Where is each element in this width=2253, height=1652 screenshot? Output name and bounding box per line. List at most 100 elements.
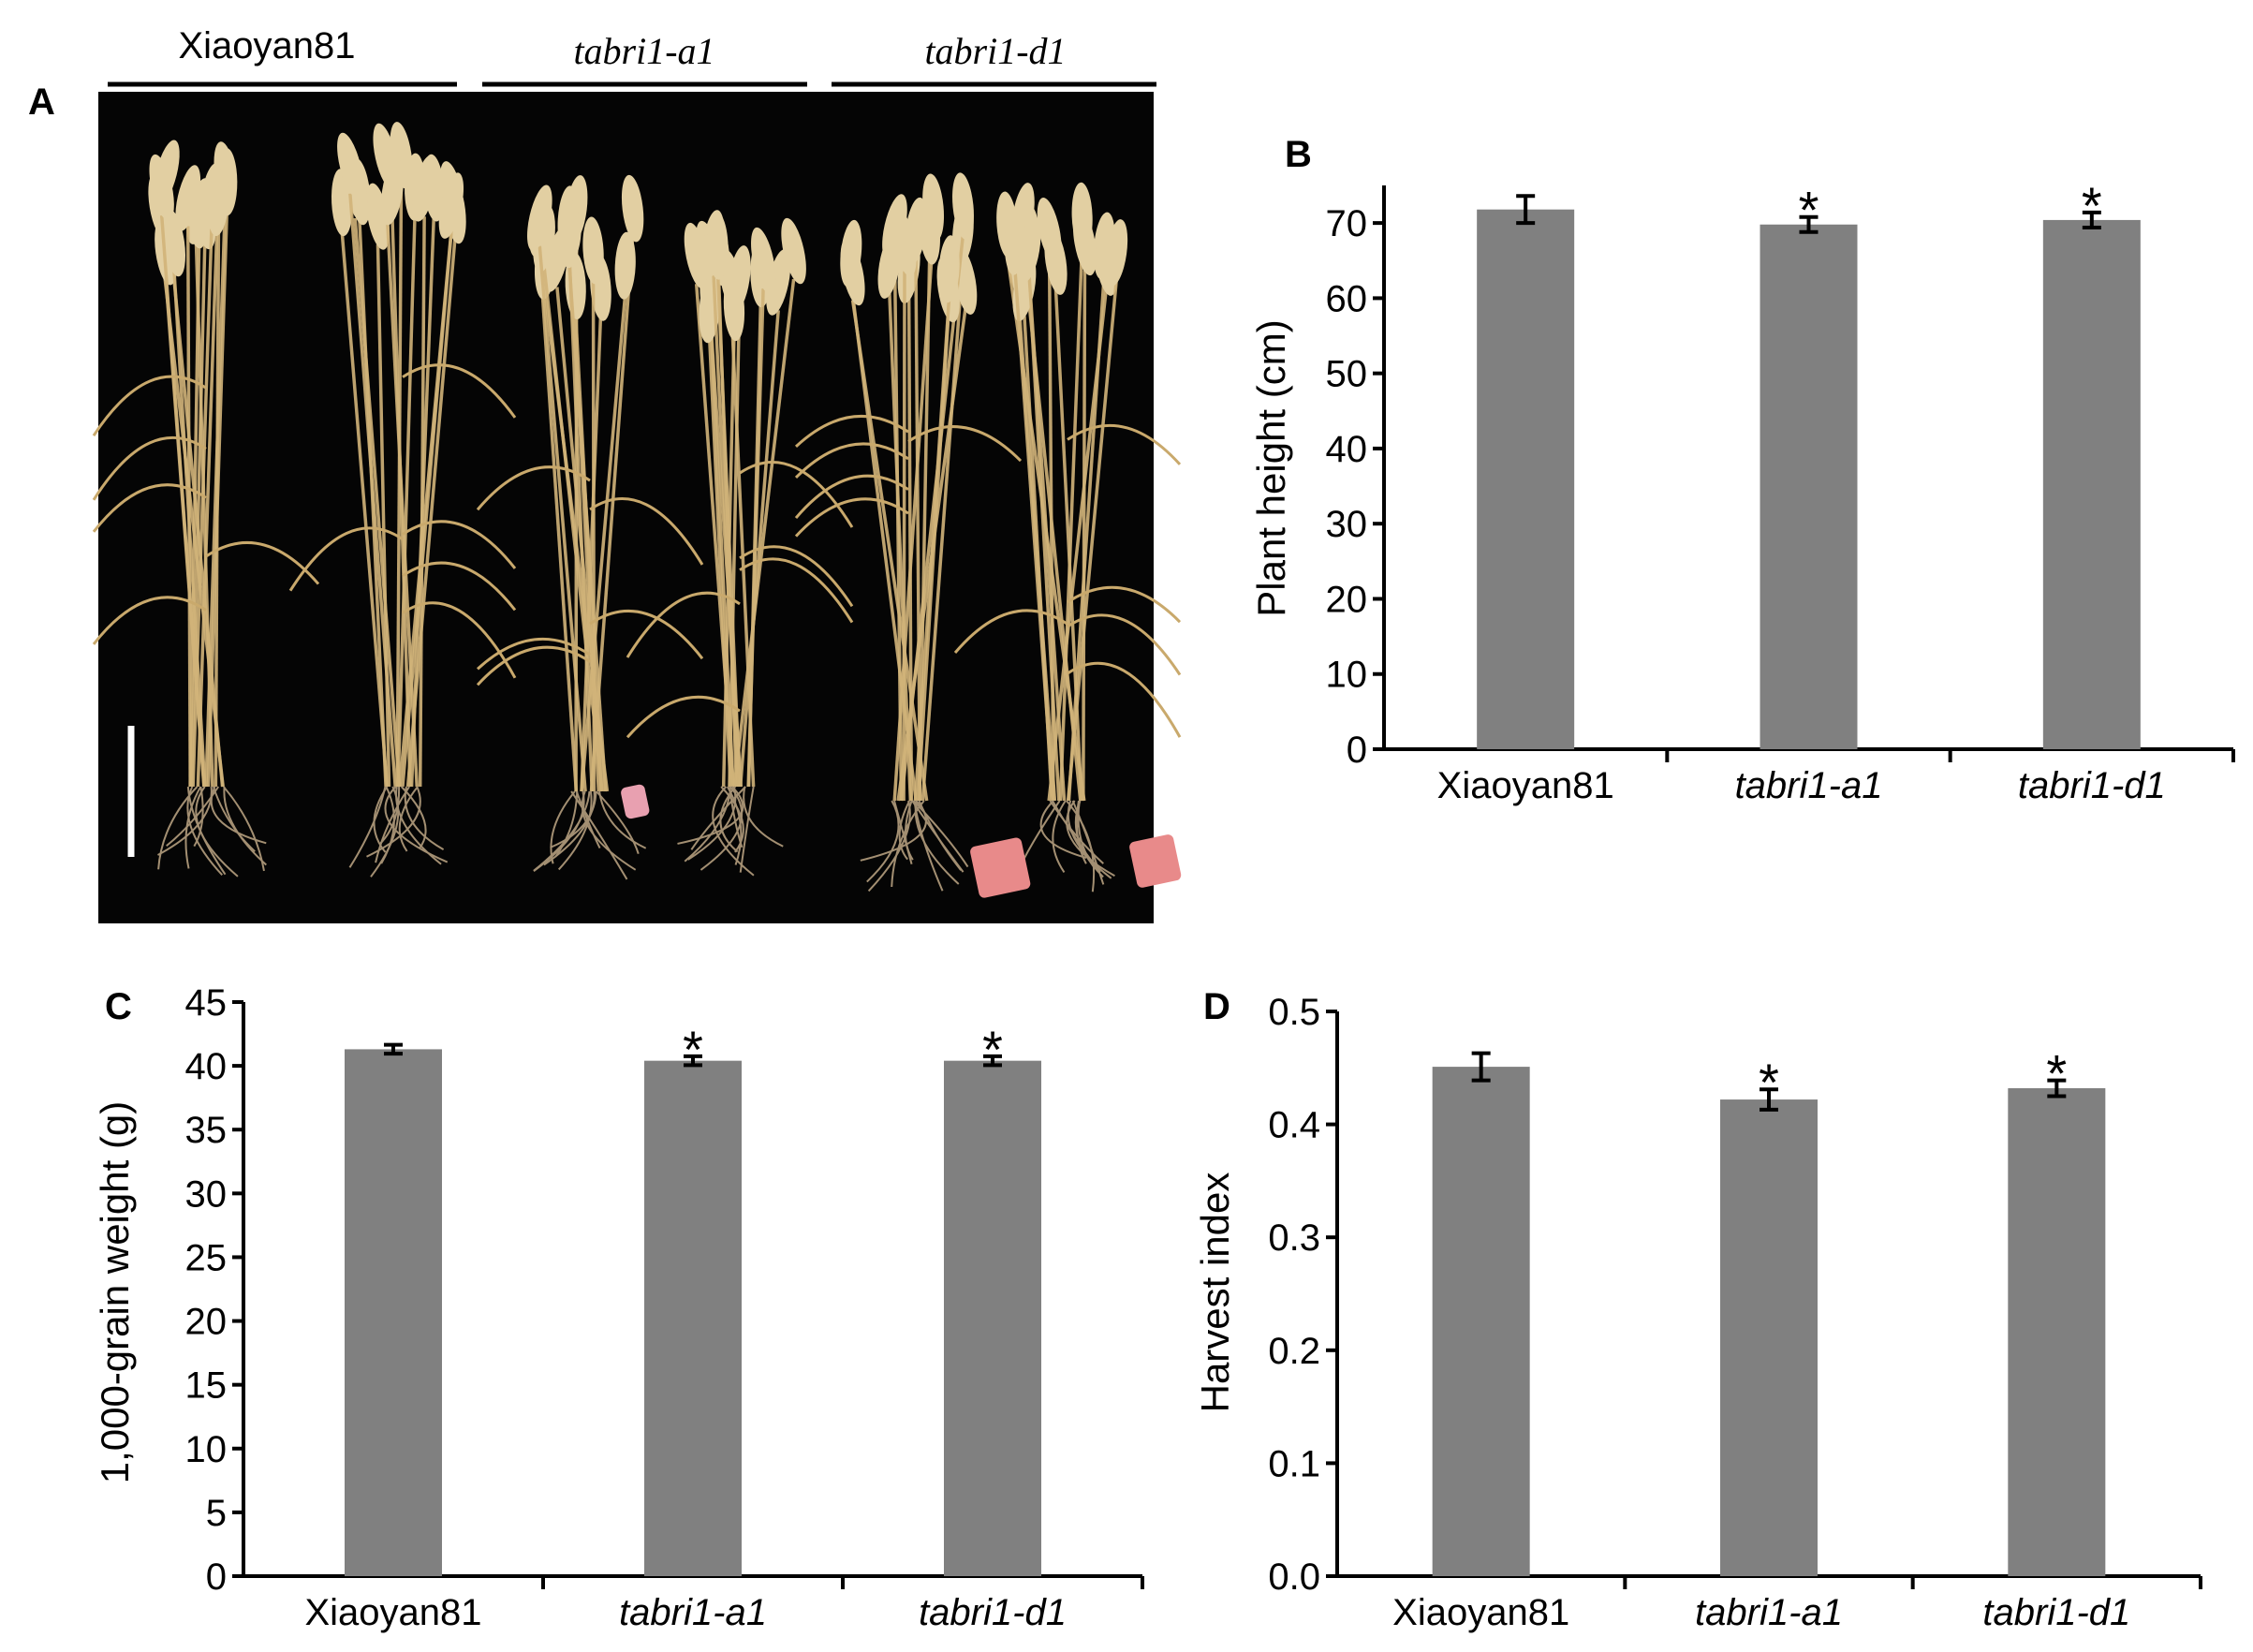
wheat-spike	[1017, 215, 1041, 283]
root	[720, 786, 744, 853]
root	[712, 786, 755, 877]
y-tick-label: 45	[185, 982, 228, 1024]
leaf	[907, 425, 1023, 463]
root	[186, 786, 227, 876]
root	[543, 790, 596, 866]
genotype-label-tabri1-a1: tabri1-a1	[573, 30, 714, 72]
significance-star: *	[1759, 1053, 1779, 1112]
category-label: tabri1-d1	[919, 1592, 1067, 1633]
y-tick-label: 20	[1326, 579, 1368, 620]
wheat-spike	[781, 217, 806, 285]
y-tick-label: 0.1	[1268, 1443, 1320, 1484]
wheat-spike	[952, 172, 974, 241]
plant-bundle	[288, 122, 517, 878]
plant-tag	[621, 784, 650, 819]
significance-star: *	[2046, 1044, 2067, 1103]
leaf	[92, 596, 207, 645]
plant-bundle	[953, 182, 1182, 892]
root	[193, 786, 204, 848]
wheat-spike	[766, 249, 791, 316]
stem	[902, 271, 906, 802]
bar	[2008, 1088, 2106, 1576]
panel-b: B 0 10 20 30 40 50 60 70 Xiaoyan81 * tabri1-a1 * tab…	[1249, 134, 2235, 806]
stem	[1013, 269, 1055, 802]
leaf	[739, 557, 854, 624]
category-label: tabri1-a1	[1695, 1592, 1843, 1633]
bar	[1432, 1067, 1530, 1576]
panel-a: A Xiaoyan81 tabri1-a1 tabri1-d1	[28, 25, 1182, 923]
category-label: tabri1-d1	[2018, 765, 2166, 806]
root	[1066, 800, 1115, 878]
leaf	[402, 601, 517, 679]
bar	[1477, 209, 1575, 750]
leaf	[1067, 423, 1182, 465]
category-label: tabri1-a1	[1735, 765, 1883, 806]
leaf	[589, 497, 704, 566]
y-tick-label: 0.0	[1268, 1556, 1320, 1598]
root	[404, 786, 445, 851]
y-tick-label: 0.2	[1268, 1331, 1320, 1372]
y-tick-label: 0	[1347, 730, 1367, 771]
leaf	[794, 442, 909, 479]
leaf	[92, 375, 207, 436]
y-tick-label: 60	[1326, 278, 1368, 319]
y-tick-label: 30	[185, 1173, 228, 1215]
leaf	[739, 460, 854, 528]
wheat-spike	[175, 165, 201, 231]
significance-star: *	[683, 1020, 703, 1079]
y-tick-label: 20	[185, 1302, 228, 1343]
leaf	[92, 483, 207, 533]
root	[1049, 800, 1104, 864]
panel-letter-b: B	[1285, 134, 1312, 175]
plant-bundles	[92, 122, 1182, 898]
stem	[189, 243, 207, 788]
bar	[944, 1060, 1041, 1576]
wheat-spike	[621, 174, 644, 243]
leaf	[626, 591, 741, 658]
stem	[913, 297, 951, 802]
root	[223, 786, 267, 866]
root	[395, 786, 442, 865]
panel-letter-a: A	[28, 81, 55, 123]
root	[1052, 800, 1067, 873]
stem	[159, 215, 206, 788]
y-tick-label: 5	[206, 1493, 227, 1534]
genotype-label-xiaoyan81: Xiaoyan81	[178, 25, 355, 66]
wheat-spike	[938, 235, 960, 303]
root	[157, 786, 199, 870]
wheat-spike	[582, 216, 604, 285]
root	[557, 790, 593, 871]
root	[743, 786, 784, 848]
significance-star: *	[982, 1020, 1003, 1079]
stem	[1027, 276, 1067, 802]
y-tick-label: 15	[185, 1365, 228, 1407]
bar	[644, 1060, 742, 1576]
wheat-spike	[723, 273, 745, 342]
stem	[390, 219, 412, 788]
stem	[401, 233, 453, 788]
root	[867, 800, 911, 892]
root	[1039, 800, 1087, 859]
category-label: Xiaoyan81	[1392, 1592, 1569, 1633]
stem	[888, 293, 913, 802]
wheat-spike	[412, 155, 437, 222]
bar	[345, 1049, 442, 1576]
wheat-spike	[380, 158, 405, 226]
root	[373, 786, 389, 853]
significance-star: *	[1799, 181, 1819, 240]
wheat-spike	[751, 227, 776, 294]
y-tick-label: 40	[1326, 429, 1368, 470]
wheat-spike	[892, 210, 917, 277]
leaf	[288, 526, 404, 592]
root	[400, 786, 427, 849]
root	[1066, 800, 1096, 892]
y-tick-label: 40	[185, 1046, 228, 1087]
stem	[1058, 243, 1084, 802]
stem	[580, 315, 603, 792]
y-tick-label: 10	[1326, 655, 1368, 696]
root	[581, 790, 637, 871]
root	[598, 790, 647, 849]
wheat-spike	[840, 239, 865, 306]
root	[891, 800, 925, 888]
